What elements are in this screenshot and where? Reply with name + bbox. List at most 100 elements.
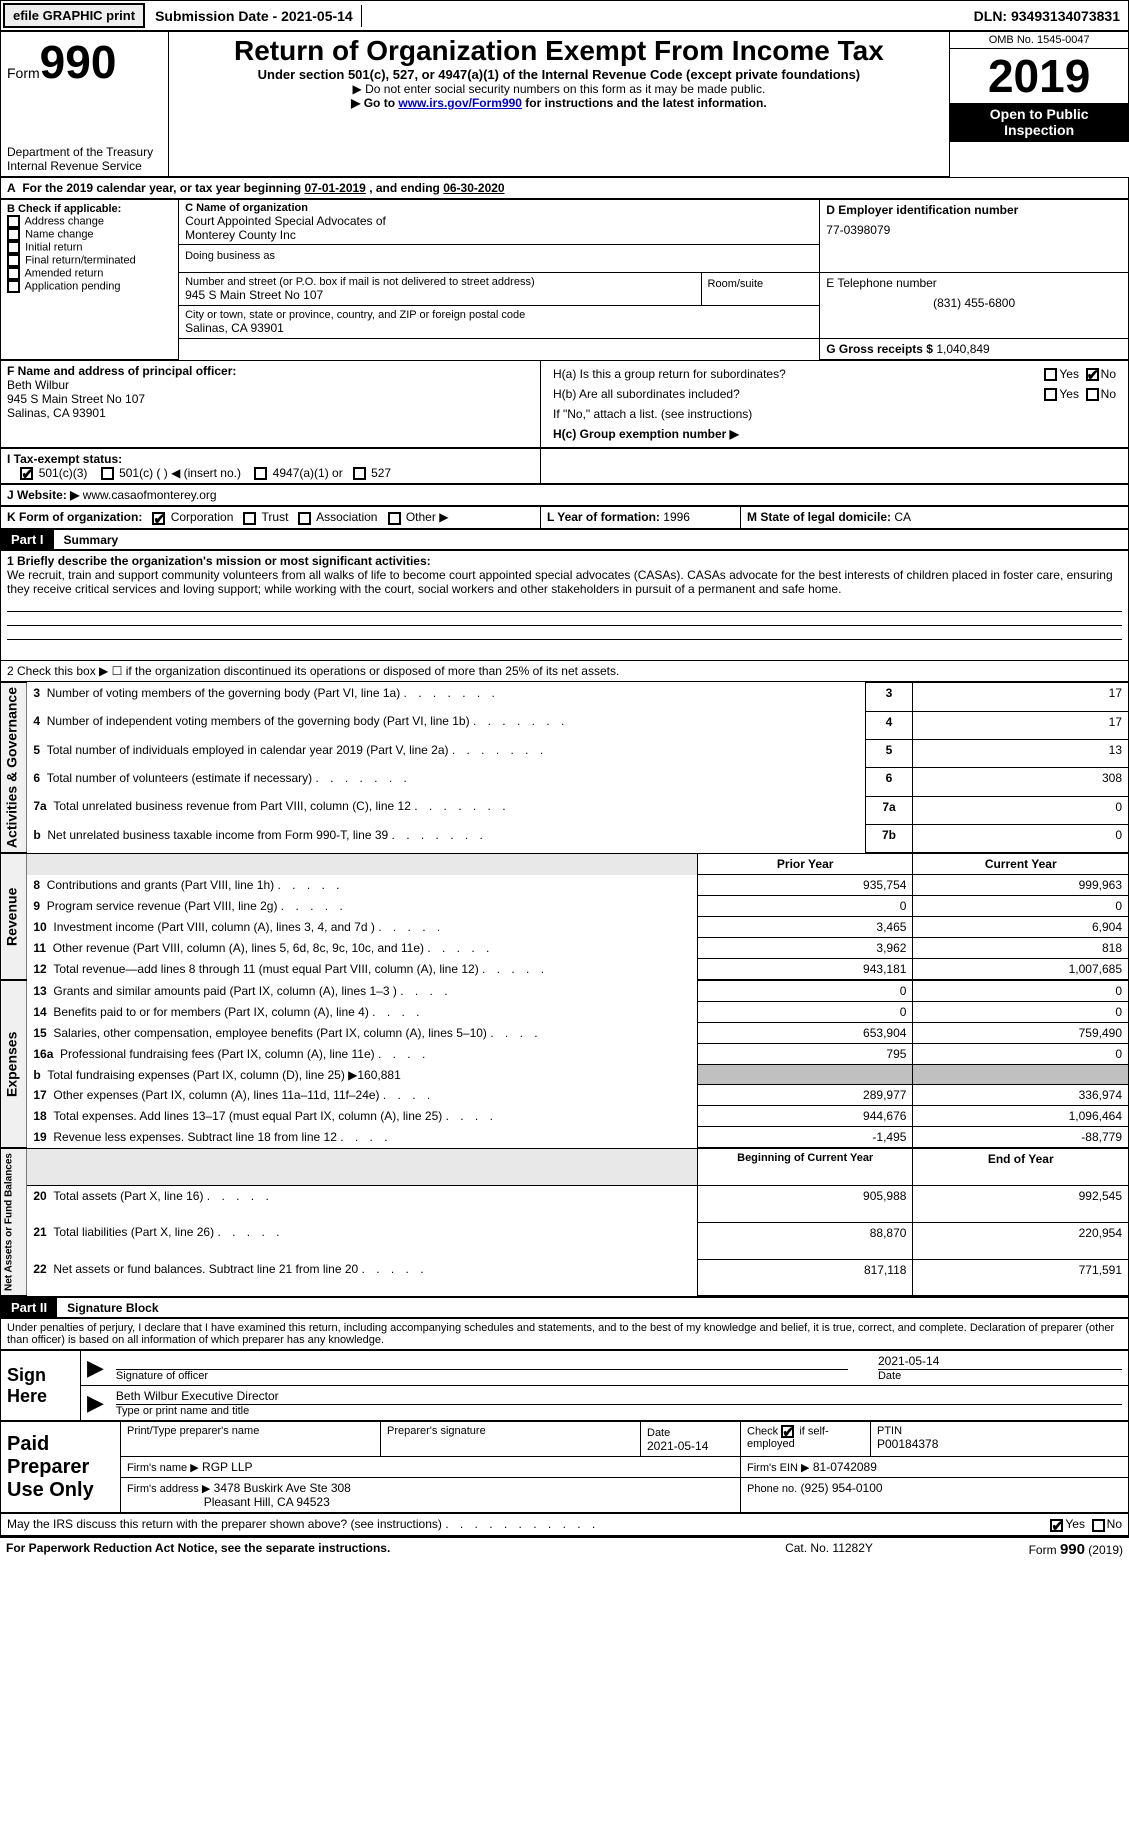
prep-date-label: Date xyxy=(647,1427,670,1439)
discuss-text: May the IRS discuss this return with the… xyxy=(7,1517,442,1531)
exp-prior: 653,904 xyxy=(697,1023,913,1044)
hb-yes[interactable] xyxy=(1044,388,1057,401)
rev-prior: 3,962 xyxy=(697,938,913,959)
part1-body: Activities & Governance 1 Briefly descri… xyxy=(0,550,1129,683)
lineI-label: I Tax-exempt status: xyxy=(7,452,122,466)
vlabel-rev: Revenue xyxy=(1,854,27,980)
website-value: www.casaofmonterey.org xyxy=(83,488,217,502)
street-label: Number and street (or P.O. box if mail i… xyxy=(185,276,694,288)
vlabel-ag2: Activities & Governance xyxy=(1,683,27,853)
discuss-yes[interactable] xyxy=(1050,1519,1063,1532)
city-value: Salinas, CA 93901 xyxy=(185,321,813,335)
efile-print-button[interactable]: efile GRAPHIC print xyxy=(3,3,145,28)
form-word: Form xyxy=(7,65,40,81)
ag-row-code: 7a xyxy=(865,796,913,824)
chk-other[interactable] xyxy=(388,512,401,525)
chk-self-employed[interactable] xyxy=(781,1425,794,1438)
org-name-1: Court Appointed Special Advocates of xyxy=(185,214,813,228)
ag-row-value: 0 xyxy=(913,825,1129,853)
q1-label: 1 Briefly describe the organization's mi… xyxy=(7,554,1122,568)
chk-initial-return[interactable]: Initial return xyxy=(7,241,172,254)
rev-row-text: 11 Other revenue (Part VIII, column (A),… xyxy=(27,938,698,959)
rev-blank xyxy=(27,854,698,875)
rev-prior: 0 xyxy=(697,896,913,917)
exp-prior: -1,495 xyxy=(697,1127,913,1148)
goto-pre: ▶ Go to xyxy=(351,96,398,110)
discuss-no[interactable] xyxy=(1092,1519,1105,1532)
rev-row-text: 12 Total revenue—add lines 8 through 11 … xyxy=(27,959,698,980)
form-number: 990 xyxy=(40,36,117,88)
ag-row-code: 5 xyxy=(865,740,913,768)
phone-value: (831) 455-6800 xyxy=(826,296,1122,310)
ha-yes[interactable] xyxy=(1044,368,1057,381)
prior-year-hdr: Prior Year xyxy=(697,854,913,875)
exp-current: 759,490 xyxy=(913,1023,1129,1044)
ha-no[interactable] xyxy=(1086,368,1099,381)
boxB-label: B Check if applicable: xyxy=(7,203,172,215)
ag-row-text: 5 Total number of individuals employed i… xyxy=(27,740,865,768)
gross-receipts: 1,040,849 xyxy=(936,342,989,356)
part1-bar: Part I xyxy=(1,530,54,549)
officer-name: Beth Wilbur xyxy=(7,378,534,392)
exp-prior: 0 xyxy=(697,1002,913,1023)
ag-row-code: 7b xyxy=(865,825,913,853)
exp-row-text: 14 Benefits paid to or for members (Part… xyxy=(27,1002,698,1023)
ein-value: 77-0398079 xyxy=(826,223,1122,237)
ag-row-code: 3 xyxy=(865,683,913,711)
omb-number: OMB No. 1545-0047 xyxy=(950,32,1128,49)
exp-row-text: 18 Total expenses. Add lines 13–17 (must… xyxy=(27,1106,698,1127)
ag-row-value: 17 xyxy=(913,711,1129,739)
chk-final-return[interactable]: Final return/terminated xyxy=(7,254,172,267)
prep-date: 2021-05-14 xyxy=(647,1439,708,1453)
chk-501c[interactable] xyxy=(101,467,114,480)
officer-group-info: F Name and address of principal officer:… xyxy=(0,360,1129,449)
form-note-ssn: ▶ Do not enter social security numbers o… xyxy=(175,82,944,96)
lineA-begin: 07-01-2019 xyxy=(304,181,365,195)
chk-app-pending[interactable]: Application pending xyxy=(7,280,172,293)
rev-prior: 3,465 xyxy=(697,917,913,938)
na-prior: 817,118 xyxy=(697,1259,913,1296)
sig-date-value: 2021-05-14 xyxy=(878,1354,1122,1370)
na-row-text: 20 Total assets (Part X, line 16) . . . … xyxy=(27,1186,698,1223)
chk-name-change[interactable]: Name change xyxy=(7,228,172,241)
footer-left: For Paperwork Reduction Act Notice, see … xyxy=(0,1537,729,1561)
rev-current: 1,007,685 xyxy=(913,959,1129,980)
vlabel-exp: Expenses xyxy=(1,981,27,1148)
ag-row-text: 6 Total number of volunteers (estimate i… xyxy=(27,768,865,796)
firm-phone-label: Phone no. xyxy=(747,1483,797,1495)
chk-corp[interactable] xyxy=(152,512,165,525)
goto-post: for instructions and the latest informat… xyxy=(522,96,767,110)
sign-here-block: Sign Here ▶ Signature of officer 2021-05… xyxy=(0,1350,1129,1421)
ag-row-code: 6 xyxy=(865,768,913,796)
rev-current: 818 xyxy=(913,938,1129,959)
form-note-link: ▶ Go to www.irs.gov/Form990 for instruct… xyxy=(175,96,944,110)
exp-prior: 795 xyxy=(697,1044,913,1065)
typed-label: Type or print name and title xyxy=(116,1405,1122,1417)
firm-addr2: Pleasant Hill, CA 94523 xyxy=(204,1495,330,1509)
exp-row-text: 13 Grants and similar amounts paid (Part… xyxy=(27,981,698,1002)
ha-label: H(a) Is this a group return for subordin… xyxy=(547,364,847,384)
q1-text: We recruit, train and support community … xyxy=(7,568,1122,596)
exp-row-text: 15 Salaries, other compensation, employe… xyxy=(27,1023,698,1044)
exp-current: 0 xyxy=(913,1002,1129,1023)
firm-ein: 81-0742089 xyxy=(813,1460,877,1474)
boxC-label: C Name of organization xyxy=(185,202,813,214)
chk-4947[interactable] xyxy=(254,467,267,480)
na-table: Net Assets or Fund Balances Beginning of… xyxy=(0,1148,1129,1296)
boxF-label: F Name and address of principal officer: xyxy=(7,364,534,378)
sig-date-label: Date xyxy=(878,1370,1122,1382)
chk-527[interactable] xyxy=(353,467,366,480)
org-name-2: Monterey County Inc xyxy=(185,228,813,242)
q2-text: 2 Check this box ▶ ☐ if the organization… xyxy=(1,661,1129,682)
chk-501c3[interactable] xyxy=(20,467,33,480)
hb-no[interactable] xyxy=(1086,388,1099,401)
chk-trust[interactable] xyxy=(243,512,256,525)
na-current: 992,545 xyxy=(913,1186,1129,1223)
chk-amended[interactable]: Amended return xyxy=(7,267,172,280)
sign-here-label: Sign Here xyxy=(1,1351,81,1421)
ag-table: Activities & Governance3 Number of votin… xyxy=(0,682,1129,853)
chk-address-change[interactable]: Address change xyxy=(7,215,172,228)
firm-name-label: Firm's name ▶ xyxy=(127,1462,199,1474)
irs-link[interactable]: www.irs.gov/Form990 xyxy=(398,96,522,110)
chk-assoc[interactable] xyxy=(298,512,311,525)
